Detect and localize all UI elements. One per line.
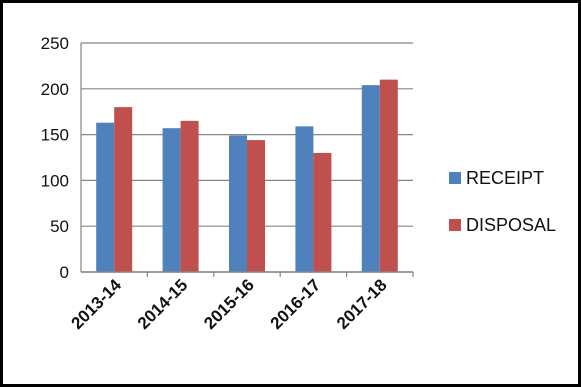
y-tick-label: 50 — [50, 217, 69, 236]
bar-receipt-2013-14 — [96, 122, 115, 272]
bar-receipt-2017-18 — [361, 85, 380, 272]
bar-disposal-2015-16 — [247, 140, 265, 272]
bar-receipt-2014-15 — [162, 128, 181, 272]
bar-disposal-2013-14 — [114, 107, 133, 273]
x-tick-label: 2013-14 — [67, 275, 125, 333]
x-tick-label: 2015-16 — [200, 275, 258, 333]
bar-disposal-2016-17 — [313, 152, 332, 272]
legend-label-disposal: DISPOSAL — [466, 215, 556, 235]
bar-receipt-2015-16 — [229, 135, 247, 272]
legend-swatch-receipt — [449, 172, 461, 184]
y-tick-label: 100 — [41, 171, 69, 190]
legend: RECEIPT DISPOSAL — [449, 168, 556, 235]
bar-disposal-2014-15 — [180, 120, 199, 272]
bars — [96, 79, 398, 273]
legend-swatch-disposal — [449, 219, 461, 231]
y-tick-label: 250 — [41, 34, 69, 53]
x-tick-label: 2016-17 — [267, 275, 325, 333]
x-axis-ticks: 2013-14 2014-15 2015-16 2016-17 2017-18 — [67, 271, 414, 333]
y-axis-ticks: 0 50 100 150 200 250 — [41, 34, 69, 282]
x-tick-label: 2017-18 — [333, 275, 391, 333]
y-tick-label: 150 — [41, 126, 69, 145]
bar-disposal-2017-18 — [379, 79, 398, 272]
bar-receipt-2016-17 — [295, 126, 314, 272]
y-tick-label: 0 — [60, 263, 69, 282]
x-tick-label: 2014-15 — [134, 275, 192, 333]
legend-label-receipt: RECEIPT — [466, 168, 544, 188]
y-tick-label: 200 — [41, 80, 69, 99]
